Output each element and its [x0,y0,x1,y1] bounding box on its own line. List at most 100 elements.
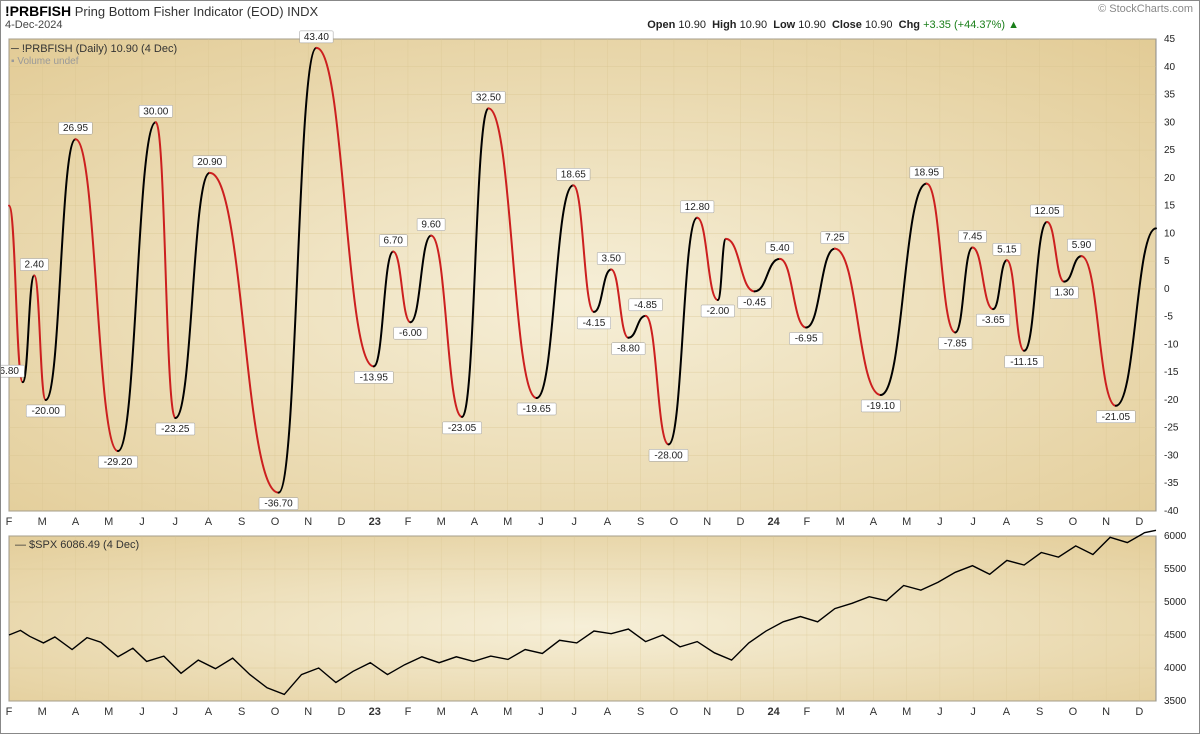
svg-text:-40: -40 [1164,506,1179,517]
svg-text:45: 45 [1164,34,1176,45]
svg-text:-20.00: -20.00 [32,406,61,417]
main-legend: ─ !PRBFISH (Daily) 10.90 (4 Dec) ▪ Volum… [11,43,177,67]
svg-text:5.15: 5.15 [997,244,1017,255]
svg-text:32.50: 32.50 [476,92,501,103]
svg-text:N: N [304,706,312,718]
svg-text:-15: -15 [1164,367,1179,378]
svg-text:A: A [604,516,612,528]
svg-text:S: S [1036,516,1043,528]
svg-text:4000: 4000 [1164,663,1187,674]
svg-text:M: M [902,516,911,528]
svg-text:5: 5 [1164,256,1170,267]
svg-text:20: 20 [1164,173,1176,184]
svg-text:-19.10: -19.10 [867,401,896,412]
svg-text:M: M [437,706,446,718]
svg-text:12.05: 12.05 [1035,206,1060,217]
svg-text:-19.65: -19.65 [522,404,551,415]
attribution: © StockCharts.com [1098,3,1193,15]
svg-text:D: D [736,516,744,528]
svg-text:0: 0 [1164,284,1170,295]
svg-text:M: M [836,706,845,718]
svg-text:18.65: 18.65 [561,169,586,180]
svg-text:D: D [1135,706,1143,718]
svg-text:J: J [937,516,943,528]
svg-text:A: A [471,516,479,528]
svg-text:5.90: 5.90 [1072,240,1092,251]
svg-text:A: A [205,516,213,528]
svg-text:5500: 5500 [1164,564,1187,575]
svg-text:S: S [637,706,644,718]
svg-text:D: D [337,706,345,718]
svg-text:M: M [38,706,47,718]
svg-text:-35: -35 [1164,478,1179,489]
svg-text:-2.00: -2.00 [706,306,729,317]
svg-text:D: D [337,516,345,528]
svg-text:J: J [571,706,577,718]
svg-text:— $SPX 6086.49 (4 Dec): — $SPX 6086.49 (4 Dec) [15,539,139,551]
up-arrow-icon: ▲ [1008,19,1019,31]
svg-text:24: 24 [768,516,781,528]
symbol: !PRBFISH [5,3,71,19]
svg-text:-20: -20 [1164,395,1179,406]
svg-text:F: F [804,706,811,718]
svg-text:-7.85: -7.85 [944,338,967,349]
volume-legend: ▪ Volume undef [11,56,79,67]
svg-text:N: N [1102,706,1110,718]
svg-text:J: J [970,516,976,528]
chart-title: !PRBFISH Pring Bottom Fisher Indicator (… [5,3,318,19]
svg-text:O: O [271,516,280,528]
svg-text:A: A [870,516,878,528]
svg-text:N: N [1102,516,1110,528]
chg-value: +3.35 (+44.37%) [923,19,1005,31]
svg-text:-23.05: -23.05 [448,423,477,434]
svg-text:A: A [1003,706,1011,718]
svg-text:A: A [870,706,878,718]
svg-text:6000: 6000 [1164,531,1187,542]
svg-text:O: O [271,706,280,718]
svg-text:S: S [238,516,245,528]
svg-text:-6.95: -6.95 [795,333,818,344]
svg-text:N: N [703,706,711,718]
svg-text:-30: -30 [1164,450,1179,461]
svg-text:10: 10 [1164,228,1176,239]
svg-text:F: F [6,516,13,528]
svg-text:D: D [736,706,744,718]
svg-text:M: M [104,516,113,528]
svg-text:M: M [503,516,512,528]
svg-text:40: 40 [1164,62,1176,73]
svg-text:-10: -10 [1164,339,1179,350]
svg-text:-4.85: -4.85 [634,300,657,311]
svg-text:J: J [937,706,943,718]
svg-text:7.45: 7.45 [963,232,983,243]
svg-text:43.40: 43.40 [304,32,329,43]
svg-text:-23.25: -23.25 [161,424,190,435]
svg-text:O: O [1069,516,1078,528]
svg-text:S: S [637,516,644,528]
svg-text:F: F [405,706,412,718]
svg-text:-11.15: -11.15 [1010,357,1038,368]
svg-text:-25: -25 [1164,423,1179,434]
svg-text:M: M [902,706,911,718]
svg-text:F: F [804,516,811,528]
svg-text:-36.70: -36.70 [264,499,293,510]
svg-text:9.60: 9.60 [421,220,441,231]
svg-text:M: M [836,516,845,528]
svg-text:5000: 5000 [1164,597,1187,608]
svg-text:20.90: 20.90 [197,157,222,168]
ohlc-bar: Open 10.90 High 10.90 Low 10.90 Close 10… [647,19,1019,31]
svg-text:-28.00: -28.00 [654,450,683,461]
svg-text:-13.95: -13.95 [360,372,389,383]
svg-text:-3.65: -3.65 [982,315,1005,326]
svg-text:J: J [172,516,178,528]
svg-text:4500: 4500 [1164,630,1187,641]
svg-text:J: J [538,706,544,718]
svg-text:30: 30 [1164,117,1176,128]
svg-text:S: S [1036,706,1043,718]
svg-text:A: A [72,516,80,528]
svg-text:35: 35 [1164,90,1176,101]
svg-text:F: F [405,516,412,528]
svg-text:18.95: 18.95 [914,168,939,179]
svg-text:-8.80: -8.80 [617,344,640,355]
svg-text:M: M [38,516,47,528]
svg-text:7.25: 7.25 [825,233,845,244]
